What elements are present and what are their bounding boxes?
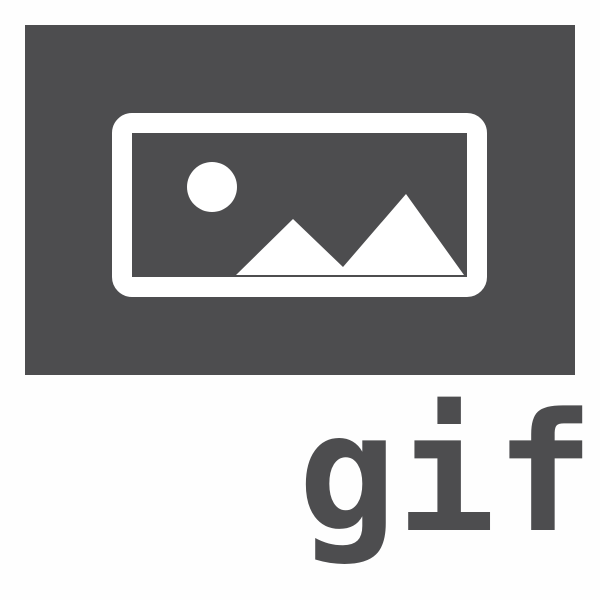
picture-icon <box>112 113 487 297</box>
image-banner <box>25 25 575 375</box>
file-extension-label: gif <box>298 378 595 569</box>
sun-shape <box>187 162 237 212</box>
mountain-shape <box>236 194 464 275</box>
picture-frame <box>112 113 487 297</box>
